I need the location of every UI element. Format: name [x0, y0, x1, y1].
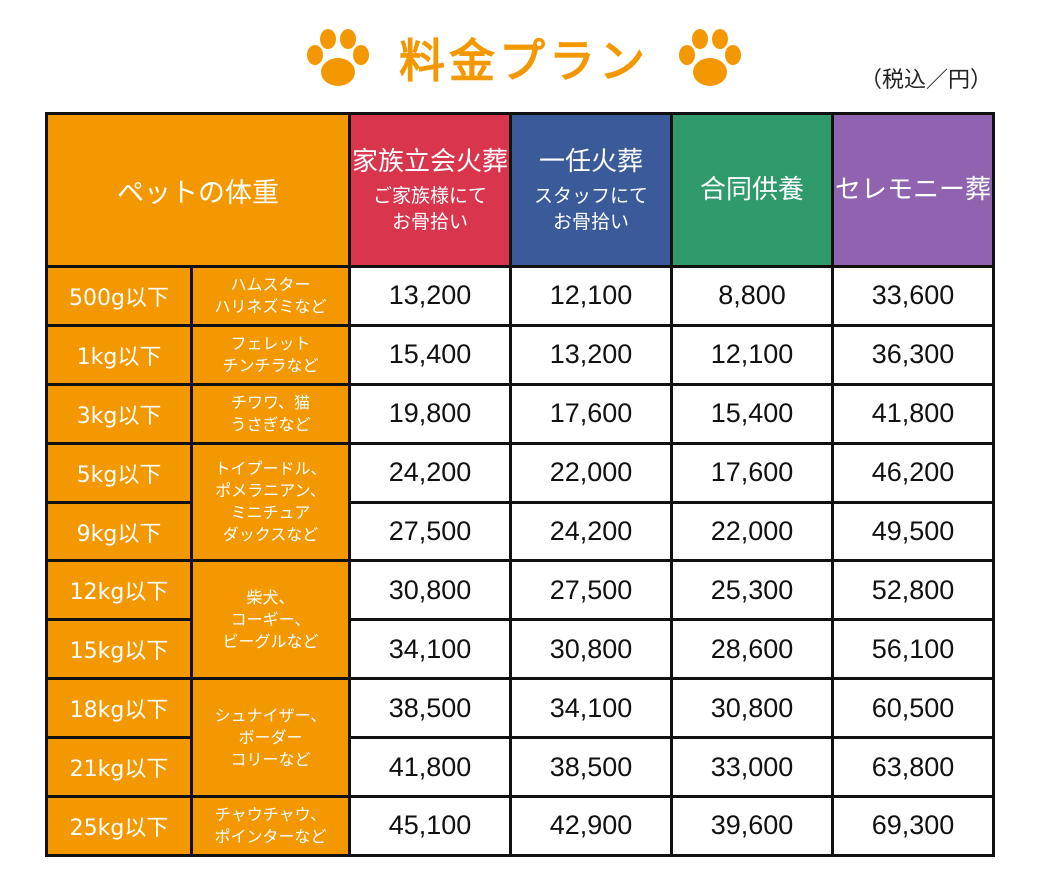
weight-cell: 5kg以下	[45, 441, 193, 504]
pet-examples-cell: トイプードル、 ポメラニアン、 ミニチュア ダックスなど	[190, 441, 351, 563]
price-cell: 8,800	[670, 265, 834, 327]
price-cell: 41,800	[348, 736, 512, 799]
price-cell: 17,600	[509, 382, 673, 445]
price-cell: 15,400	[670, 382, 834, 445]
price-cell: 38,500	[509, 736, 673, 799]
plan-name: 合同供養	[699, 175, 804, 205]
table-row: 18kg以下 シュナイザー、 ボーダー コリーなど 38,500 34,100 30,8…	[45, 677, 995, 799]
price-cell: 27,500	[509, 559, 673, 622]
price-cell: 30,800	[509, 618, 673, 681]
price-cell: 56,100	[831, 618, 995, 681]
price-cell: 42,900	[509, 795, 673, 857]
weight-cell: 21kg以下	[45, 736, 193, 799]
weight-cell: 1kg以下	[45, 323, 193, 386]
pet-examples-cell: 柴犬、 コーギー、 ビーグルなど	[190, 559, 351, 681]
price-cell: 25,300	[670, 559, 834, 622]
plan-header: 一任火葬スタッフにて お骨拾い	[509, 112, 673, 268]
weight-cell: 25kg以下	[45, 795, 193, 857]
table-row: 3kg以下 チワワ、猫 うさぎなど 19,800 17,600 15,400 41,800	[45, 382, 995, 445]
table-row: 5kg以下 トイプードル、 ポメラニアン、 ミニチュア ダックスなど 24,200 2…	[45, 441, 995, 563]
plan-header: セレモニー葬	[831, 112, 995, 268]
plan-name: 一任火葬	[538, 147, 643, 177]
price-cell: 28,600	[670, 618, 834, 681]
price-cell: 38,500	[348, 677, 512, 740]
price-cell: 30,800	[670, 677, 834, 740]
price-cell: 22,000	[509, 441, 673, 504]
price-cell: 33,600	[831, 265, 995, 327]
table-row: 21kg以下 41,800 38,500 33,000 63,800	[45, 736, 995, 799]
paw-icon	[679, 29, 741, 86]
price-cell: 60,500	[831, 677, 995, 740]
price-cell: 36,300	[831, 323, 995, 386]
table-row: 1kg以下 フェレット チンチラなど 15,400 13,200 12,100 36,30…	[45, 323, 995, 386]
price-cell: 46,200	[831, 441, 995, 504]
price-cell: 12,100	[509, 265, 673, 327]
price-cell: 15,400	[348, 323, 512, 386]
plan-header: 合同供養	[670, 112, 834, 268]
price-cell: 30,800	[348, 559, 512, 622]
plan-header: 家族立会火葬ご家族様にて お骨拾い	[348, 112, 512, 268]
plan-name: 家族立会火葬	[351, 147, 508, 177]
price-cell: 17,600	[670, 441, 834, 504]
pet-examples-cell: シュナイザー、 ボーダー コリーなど	[190, 677, 351, 799]
weight-cell: 18kg以下	[45, 677, 193, 740]
price-cell: 34,100	[348, 618, 512, 681]
price-cell: 13,200	[509, 323, 673, 386]
price-cell: 41,800	[831, 382, 995, 445]
weight-cell: 9kg以下	[45, 500, 193, 563]
title-row: 料金プラン	[0, 18, 1048, 98]
weight-cell: 12kg以下	[45, 559, 193, 622]
price-cell: 52,800	[831, 559, 995, 622]
price-cell: 63,800	[831, 736, 995, 799]
plan-subtitle: ご家族様にて お骨拾い	[372, 185, 487, 233]
price-cell: 12,100	[670, 323, 834, 386]
price-cell: 34,100	[509, 677, 673, 740]
pet-examples-cell: ハムスター ハリネズミなど	[190, 265, 351, 327]
weight-cell: 3kg以下	[45, 382, 193, 445]
price-cell: 22,000	[670, 500, 834, 563]
table-row: 500g以下 ハムスター ハリネズミなど 13,200 12,100 8,800 33,6…	[45, 265, 995, 327]
weight-header: ペットの体重	[45, 112, 351, 268]
plan-name: セレモニー葬	[834, 175, 991, 205]
table-row: 12kg以下 柴犬、 コーギー、 ビーグルなど 30,800 27,500 25,300…	[45, 559, 995, 681]
price-cell: 24,200	[348, 441, 512, 504]
pet-examples-cell: チャウチャウ、 ポインターなど	[190, 795, 351, 857]
pet-examples-cell: フェレット チンチラなど	[190, 323, 351, 386]
weight-cell: 15kg以下	[45, 618, 193, 681]
price-cell: 49,500	[831, 500, 995, 563]
price-cell: 33,000	[670, 736, 834, 799]
price-cell: 45,100	[348, 795, 512, 857]
price-cell: 24,200	[509, 500, 673, 563]
price-table: ペットの体重 家族立会火葬 ご家族様にて お骨拾い 一任火葬 スタッフにて お骨拾い合…	[45, 112, 995, 857]
price-cell: 27,500	[348, 500, 512, 563]
price-cell: 19,800	[348, 382, 512, 445]
plan-subtitle: スタッフにて お骨拾い	[533, 185, 648, 233]
table-row: 25kg以下 チャウチャウ、 ポインターなど 45,100 42,900 39,600 6…	[45, 795, 995, 857]
price-cell: 69,300	[831, 795, 995, 857]
table-row: 15kg以下 34,100 30,800 28,600 56,100	[45, 618, 995, 681]
page-title: 料金プラン	[399, 34, 649, 88]
price-cell: 13,200	[348, 265, 512, 327]
pet-examples-cell: チワワ、猫 うさぎなど	[190, 382, 351, 445]
paw-icon	[307, 29, 369, 86]
tax-note: （税込／円）	[859, 68, 992, 93]
table-row: 9kg以下 27,500 24,200 22,000 49,500	[45, 500, 995, 563]
price-cell: 39,600	[670, 795, 834, 857]
weight-cell: 500g以下	[45, 265, 193, 327]
